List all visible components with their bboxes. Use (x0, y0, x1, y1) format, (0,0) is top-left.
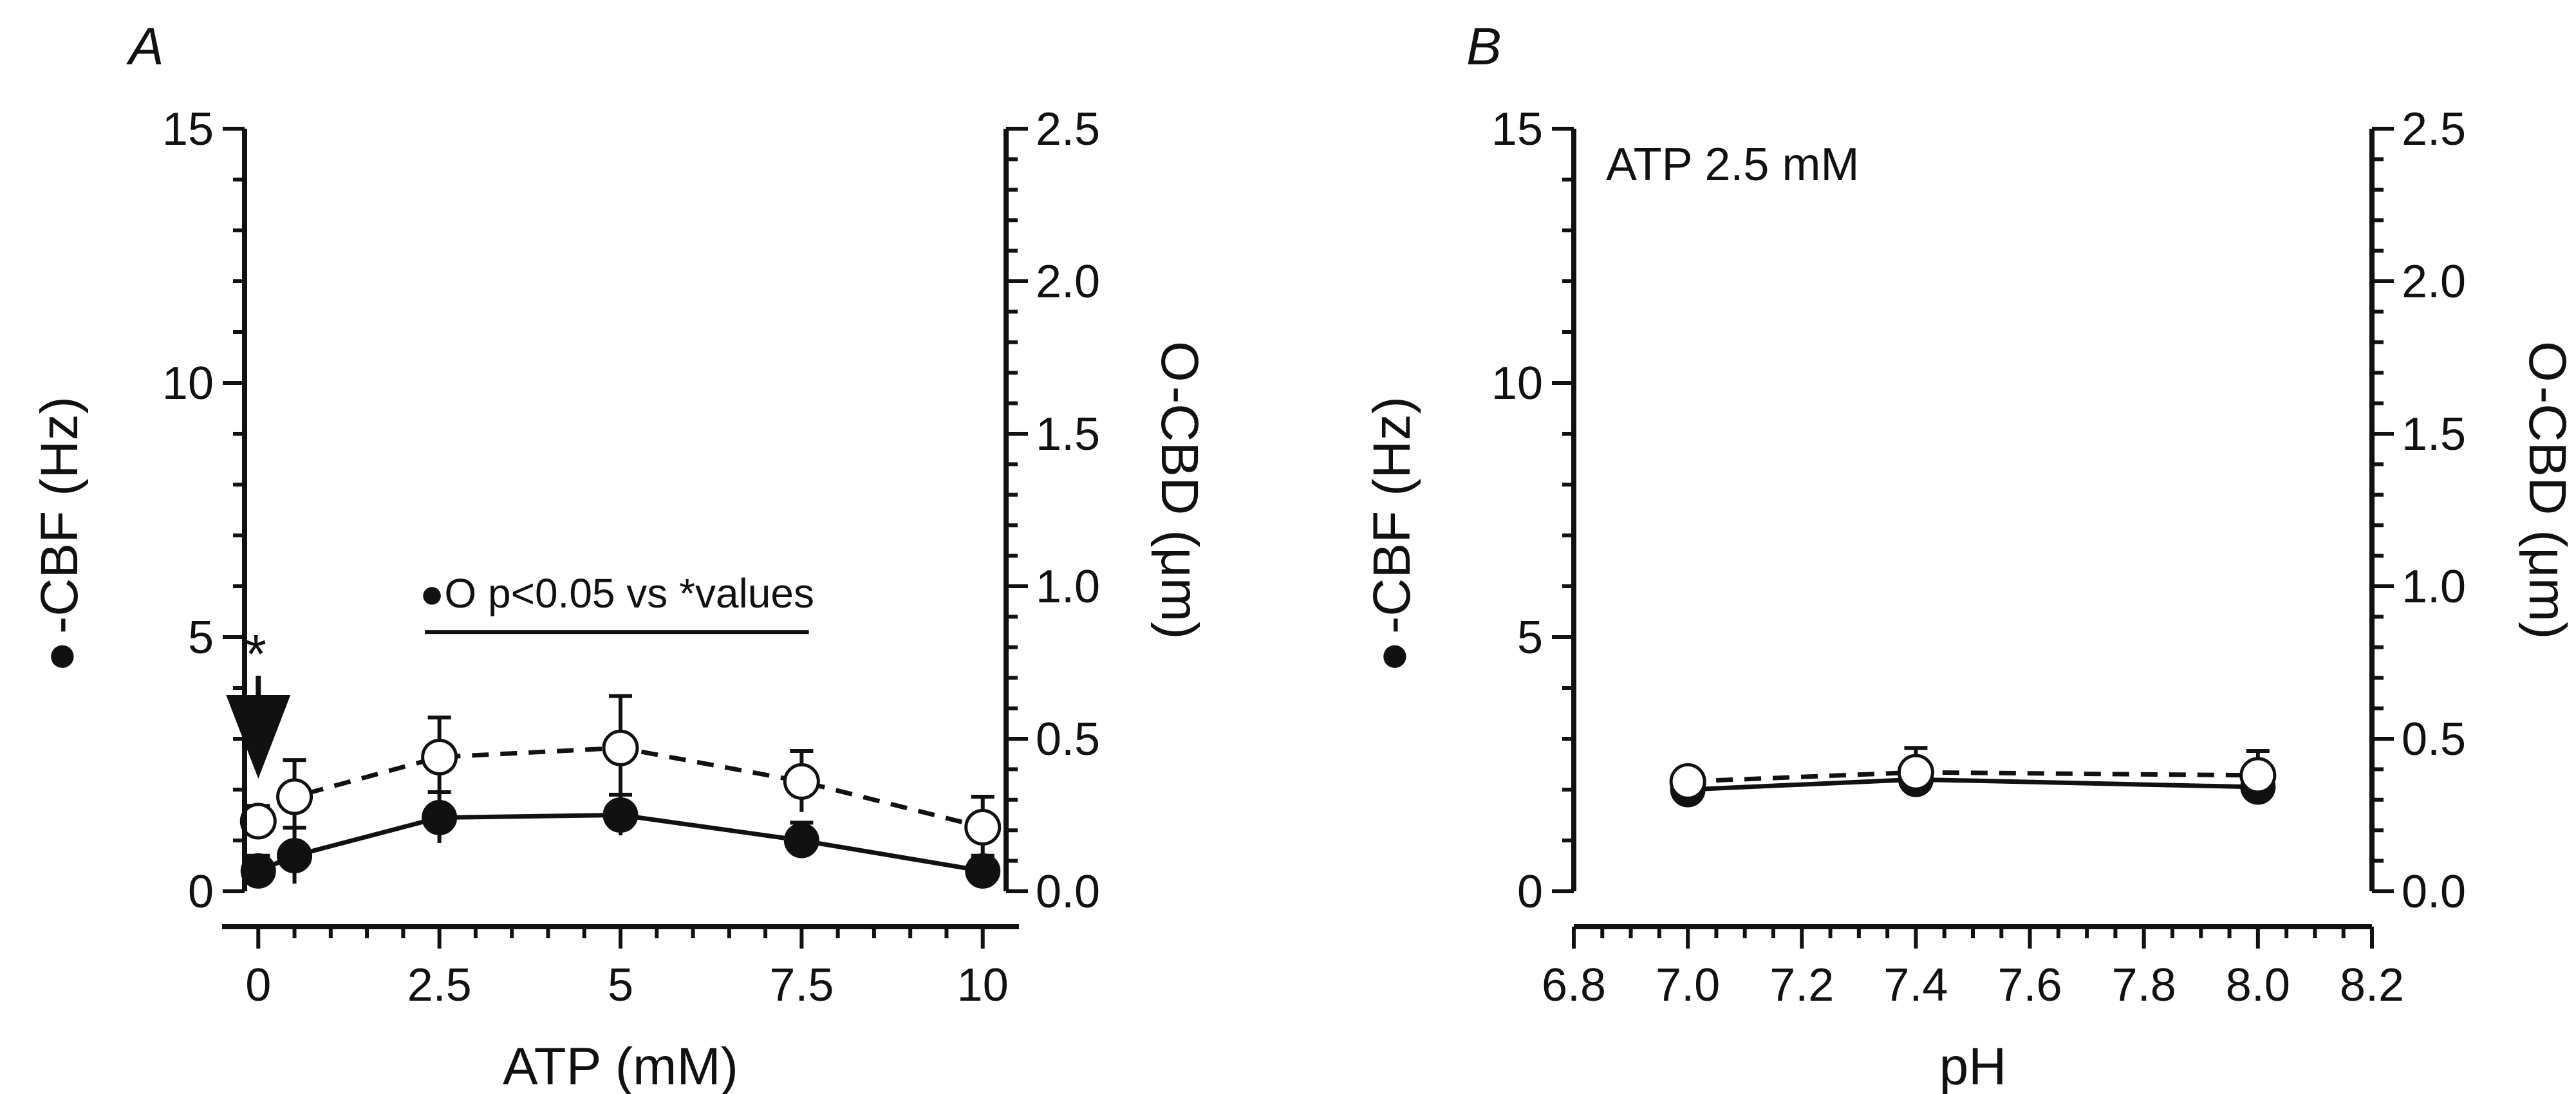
x-tick-label: 7.6 (1998, 960, 2062, 1011)
y-tick-label: 10 (162, 358, 214, 409)
panel-b-axes: 0 5 10 15 0.0 0.5 1.0 1.5 2.0 2.5 6.8 7.0 7.2 7.4 7.6 7… (1491, 104, 2466, 1011)
y2-tick-label: 1.5 (1036, 409, 1100, 460)
y-tick-label: 10 (1491, 358, 1543, 409)
x-tick-label: 7.5 (769, 960, 834, 1011)
open-circle-point (1669, 763, 1706, 800)
y-tick-label: 5 (188, 612, 214, 663)
panel-a-y2-axis-label: O -CBD (μm) (1150, 341, 1209, 639)
panel-a-y2-label-text: -CBD (μm) (1150, 386, 1209, 639)
filled-circle-point (422, 799, 458, 835)
y-tick-label: 15 (162, 104, 214, 155)
x-tick-label: 7.8 (2112, 960, 2176, 1011)
panel-a-axes: 0 5 10 15 0.0 0.5 1.0 1.5 2.0 2.5 0 2.5 5 7.5 10 (162, 104, 1100, 1011)
y2-tick-label: 2.0 (2402, 256, 2466, 308)
open-circle-point (1897, 754, 1934, 791)
panel-b-x-axis-label: pH (1939, 1037, 2007, 1094)
panel-b-label: B (1466, 17, 1502, 76)
panel-a-error-bars (247, 694, 994, 887)
y2-tick-label: 0.5 (2402, 714, 2466, 765)
panel-b-inset-text: ATP 2.5 mM (1606, 139, 1859, 190)
filled-circle-point (602, 797, 639, 833)
x-tick-label: 2.5 (407, 960, 472, 1011)
filled-circle-point (965, 853, 1001, 889)
y2-tick-label: 2.5 (2402, 104, 2466, 155)
arrow-down-icon (226, 695, 291, 779)
panel-a-points (239, 729, 1002, 889)
panel-b-points (1669, 754, 2277, 808)
y2-tick-label: 1.0 (1036, 561, 1100, 613)
panel-b-series-lines (1687, 770, 2258, 792)
panel-b: B ATP 2.5 mM 0 5 10 15 0.0 0.5 1.0 1.5 2.0 2.5 6.8… (1363, 17, 2576, 1094)
y-tick-label: 0 (188, 866, 214, 918)
y-tick-label: 5 (1517, 612, 1543, 663)
panel-a: A 0 5 10 15 0.0 0.5 1.0 1.5 2.0 2.5 0 2.5 5 7.5 10 * ●… (30, 17, 1209, 1094)
open-circle-point (2239, 757, 2277, 794)
open-circle-point (964, 808, 1002, 846)
significance-star: * (245, 624, 266, 684)
open-circle-point (421, 738, 458, 775)
panel-b-y2-label-text: -CBD (μm) (2518, 386, 2576, 639)
open-circle-point (602, 729, 639, 766)
y2-tick-label: 2.0 (1036, 256, 1100, 308)
series-1-line (1687, 777, 2258, 792)
x-tick-label: 8.0 (2226, 960, 2290, 1011)
x-tick-label: 7.0 (1656, 960, 1720, 1011)
y2-tick-label: 1.0 (2402, 561, 2466, 613)
open-circle-point (276, 778, 313, 815)
x-tick-label: 7.4 (1883, 960, 1948, 1011)
panel-a-x-axis-label: ATP (mM) (503, 1037, 738, 1094)
significance-bar-label: ●O p<0.05 vs *values (420, 570, 814, 617)
open-circle-point (783, 763, 820, 800)
x-tick-label: 6.8 (1542, 960, 1606, 1011)
panel-a-label: A (126, 17, 164, 76)
panel-b-y-label-text: -CBF (Hz) (1363, 396, 1421, 634)
panel-b-y-axis-label: ● -CBF (Hz) (1363, 396, 1421, 672)
panel-b-y2-axis-label: O -CBD (μm) (2518, 341, 2576, 639)
panel-a-annotations: * ●O p<0.05 vs *values (226, 570, 814, 779)
y2-tick-label: 1.5 (2402, 409, 2466, 460)
filled-circle-point (783, 822, 819, 858)
x-tick-label: 10 (957, 960, 1009, 1011)
panel-a-y-label-text: -CBF (Hz) (30, 396, 89, 634)
y-tick-label: 0 (1517, 866, 1543, 918)
y2-tick-label: 2.5 (1036, 104, 1100, 155)
filled-circle-point (277, 838, 313, 874)
panel-b-y-label-marker: ● (1363, 640, 1421, 672)
x-tick-label: 0 (245, 960, 271, 1011)
y2-tick-label: 0.0 (2402, 866, 2466, 918)
x-tick-label: 8.2 (2340, 960, 2404, 1011)
filled-circle-point (240, 853, 276, 889)
panel-a-y2-label-marker: O (1150, 341, 1209, 382)
panel-a-y-label-marker: ● (30, 640, 89, 672)
panel-a-y-axis-label: ● -CBF (Hz) (30, 396, 89, 672)
y-tick-label: 15 (1491, 104, 1543, 155)
panel-b-y2-label-marker: O (2518, 341, 2576, 382)
x-tick-label: 7.2 (1769, 960, 1834, 1011)
open-circle-point (239, 802, 277, 840)
y2-tick-label: 0.0 (1036, 866, 1100, 918)
y2-tick-label: 0.5 (1036, 714, 1100, 765)
x-tick-label: 5 (608, 960, 633, 1011)
